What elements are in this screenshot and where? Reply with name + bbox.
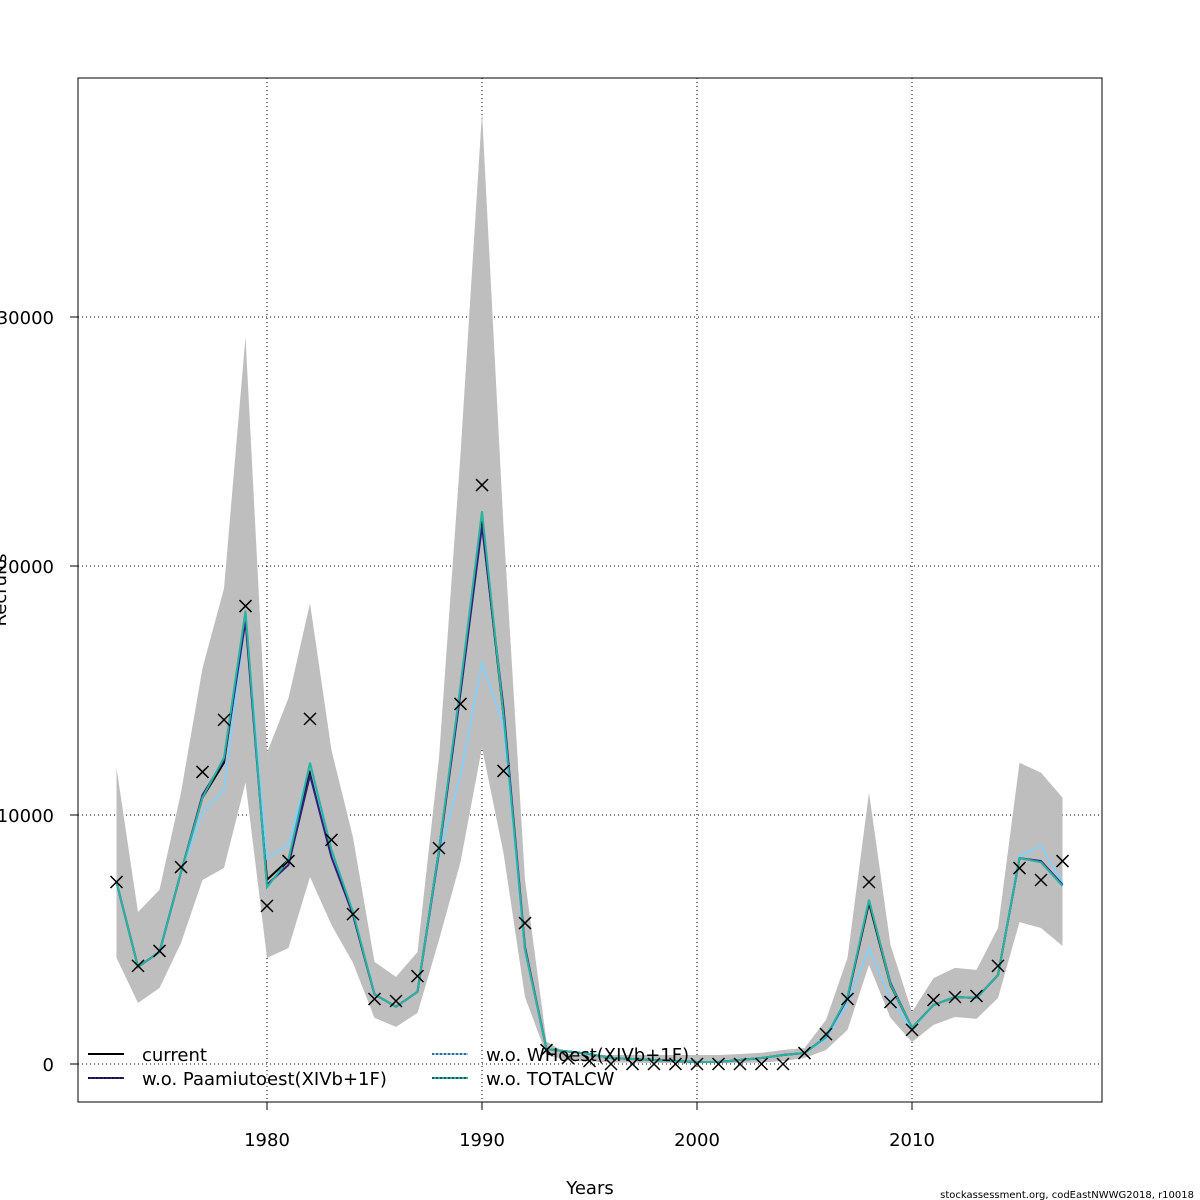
- x-axis-label: Years: [565, 1178, 614, 1199]
- observation-marker: [539, 1043, 554, 1057]
- observation-marker: [625, 1057, 640, 1071]
- observation-marker: [410, 969, 425, 983]
- plot-frame: [77, 77, 1103, 1103]
- observation-marker: [1012, 861, 1027, 875]
- observation-marker: [1034, 873, 1048, 887]
- legend-label: w.o. TOTALCW: [486, 1069, 615, 1090]
- observation-marker: [991, 959, 1005, 973]
- observation-marker: [883, 995, 898, 1009]
- observation-marker: [926, 993, 941, 1007]
- observation-marker: [797, 1046, 812, 1060]
- observation-marker: [518, 916, 532, 930]
- observation-marker: [754, 1057, 769, 1071]
- observation-marker: [152, 944, 167, 958]
- observation-marker: [690, 1057, 704, 1071]
- observation-marker: [238, 599, 253, 613]
- observation-marker: [905, 1023, 919, 1037]
- observation-marker: [432, 841, 446, 855]
- observation-marker: [776, 1057, 790, 1071]
- observation-marker: [303, 712, 317, 726]
- observation-marker: [1055, 854, 1070, 868]
- y-tick-label: 10000: [0, 806, 54, 827]
- series-lines: [115, 511, 1064, 1064]
- observation-marker: [281, 854, 296, 868]
- observation-marker: [862, 875, 876, 889]
- observation-marker: [174, 860, 188, 874]
- observation-marker: [217, 713, 231, 727]
- observation-marker: [260, 899, 274, 913]
- x-axis: 1980 1990 2000 2010: [244, 1102, 935, 1151]
- observation-marker: [131, 959, 145, 973]
- observation-marker: [561, 1051, 575, 1065]
- legend-label: current: [142, 1045, 207, 1066]
- y-tick-label: 30000: [0, 308, 54, 329]
- observation-marker: [582, 1054, 597, 1068]
- observation-marker: [840, 992, 855, 1006]
- observation-marker: [496, 764, 511, 778]
- y-axis: 0 10000 20000 30000: [0, 308, 78, 1076]
- observation-marker: [647, 1057, 661, 1071]
- observation-marker: [733, 1057, 747, 1071]
- x-tick-label: 1990: [459, 1130, 505, 1151]
- line-wo-totalcw: [115, 511, 1064, 1064]
- observation-marker: [668, 1057, 683, 1071]
- observation-marker: [969, 989, 984, 1003]
- legend-label: w.o. Paamiutoest(XIVb+1F): [142, 1069, 387, 1090]
- confidence-band-area: [116, 112, 1063, 1064]
- observation-marker: [389, 994, 403, 1008]
- observation-marker: [324, 833, 339, 847]
- observation-marker: [819, 1027, 833, 1041]
- footer-credit: stockassessment.org, codEastNWWG2018, r1…: [940, 1190, 1194, 1200]
- legend: current w.o. Paamiutoest(XIVb+1F) w.o. WHo…: [88, 1045, 689, 1090]
- observation-marker: [367, 992, 382, 1006]
- observation-marker: [109, 875, 124, 889]
- observation-marker: [195, 765, 210, 779]
- observation-marker: [711, 1057, 726, 1071]
- y-axis-label: Recruits: [0, 554, 11, 627]
- observation-marker: [453, 697, 468, 711]
- x-tick-label: 2010: [889, 1130, 935, 1151]
- observation-marker: [604, 1057, 618, 1071]
- y-tick-label: 20000: [0, 557, 54, 578]
- x-tick-label: 2000: [674, 1130, 720, 1151]
- observation-marker: [948, 990, 962, 1004]
- observation-marker: [346, 907, 360, 921]
- x-tick-label: 1980: [244, 1130, 290, 1151]
- legend-label: w.o. WHoest(XIVb+1F): [486, 1045, 689, 1066]
- observation-markers: [109, 478, 1070, 1071]
- confidence-band: [116, 112, 1063, 1064]
- observation-marker: [475, 478, 489, 492]
- y-tick-label: 0: [43, 1055, 54, 1076]
